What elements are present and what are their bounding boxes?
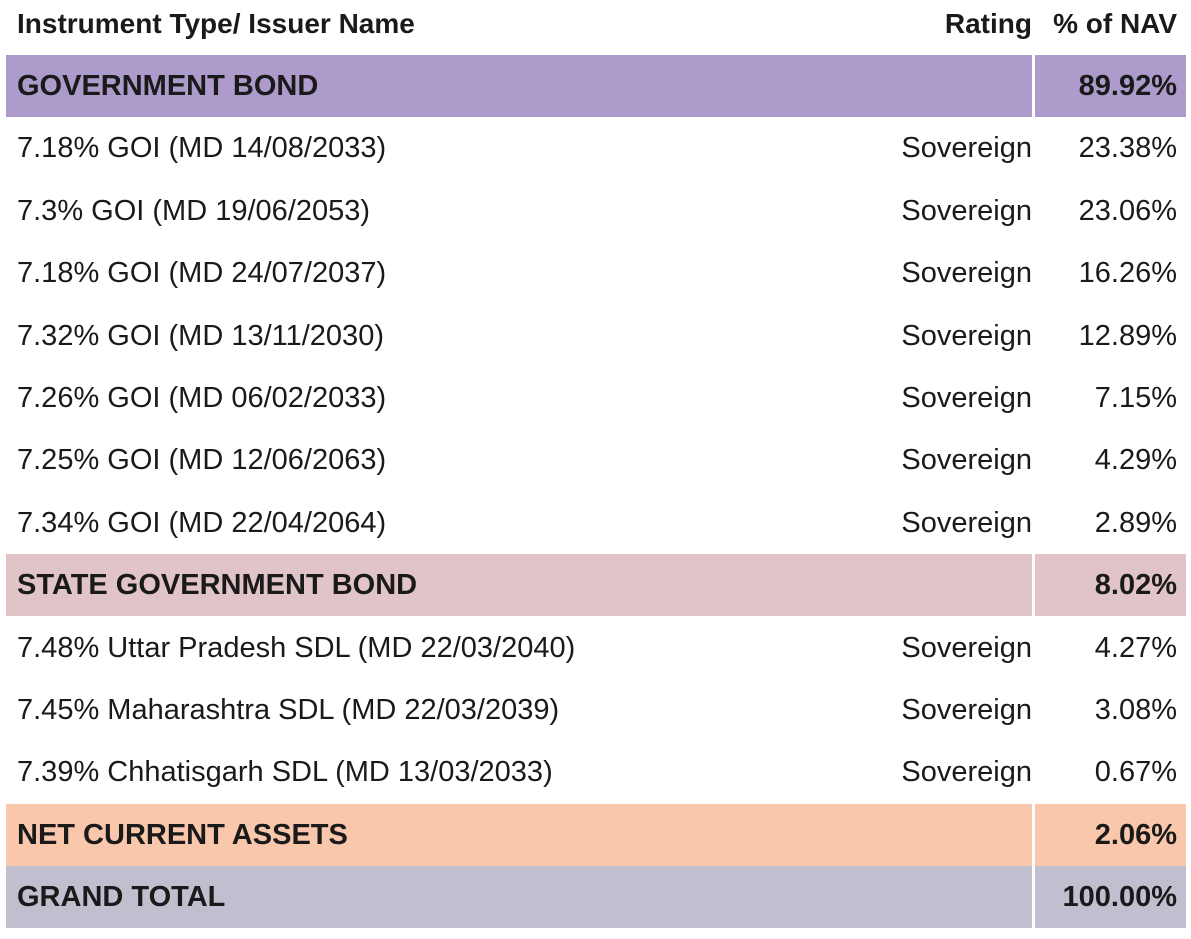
category-row-label: STATE GOVERNMENT BOND <box>6 554 1032 616</box>
nav-cell: 23.06% <box>1078 194 1177 227</box>
instrument-name: 7.18% GOI (MD 14/08/2033) <box>17 131 387 164</box>
nav-cell: 4.27% <box>1094 631 1177 664</box>
instrument-name: 7.34% GOI (MD 22/04/2064) <box>17 506 387 539</box>
instrument-name: 7.39% Chhatisgarh SDL (MD 13/03/2033) <box>17 755 553 788</box>
table-row: 7.48% Uttar Pradesh SDL (MD 22/03/2040) S… <box>6 617 1186 679</box>
net-current-assets-row: NET CURRENT ASSETS 2.06% <box>6 804 1186 866</box>
rating-cell: Sovereign <box>901 443 1032 476</box>
rating-cell: Sovereign <box>901 256 1032 289</box>
instrument-name: 7.32% GOI (MD 13/11/2030) <box>17 319 384 352</box>
instrument-name: 7.3% GOI (MD 19/06/2053) <box>17 194 370 227</box>
rating-cell: Sovereign <box>901 755 1032 788</box>
category-row: GOVERNMENT BOND 89.92% <box>6 55 1186 117</box>
instrument-name: 7.48% Uttar Pradesh SDL (MD 22/03/2040) <box>17 631 576 664</box>
nav-cell: 12.89% <box>1078 319 1177 352</box>
table-row: 7.34% GOI (MD 22/04/2064) Sovereign 2.89% <box>6 492 1186 554</box>
table-row: 7.18% GOI (MD 24/07/2037) Sovereign 16.26% <box>6 242 1186 304</box>
nav-cell: 16.26% <box>1078 256 1177 289</box>
grand-total-row-nav: 100.00% <box>1032 866 1186 928</box>
table-row: 7.32% GOI (MD 13/11/2030) Sovereign 12.89% <box>6 305 1186 367</box>
instrument-name: 7.25% GOI (MD 12/06/2063) <box>17 443 387 476</box>
grand-total-row: GRAND TOTAL 100.00% <box>6 866 1186 928</box>
table-row: 7.3% GOI (MD 19/06/2053) Sovereign 23.06% <box>6 180 1186 242</box>
rating-cell: Sovereign <box>901 381 1032 414</box>
nav-cell: 3.08% <box>1094 693 1177 726</box>
rating-cell: Sovereign <box>901 506 1032 539</box>
rating-cell: Sovereign <box>901 131 1032 164</box>
grand-total-row-label: GRAND TOTAL <box>6 866 1032 928</box>
category-row-nav: 8.02% <box>1032 554 1186 616</box>
rating-cell: Sovereign <box>901 631 1032 664</box>
nav-cell: 0.67% <box>1094 755 1177 788</box>
nav-cell: 2.89% <box>1094 506 1177 539</box>
table-row: 7.18% GOI (MD 14/08/2033) Sovereign 23.38% <box>6 117 1186 179</box>
column-header-name: Instrument Type/ Issuer Name <box>17 8 415 39</box>
instrument-name: 7.45% Maharashtra SDL (MD 22/03/2039) <box>17 693 560 726</box>
column-header-nav: % of NAV <box>1053 8 1177 39</box>
table-row: 7.39% Chhatisgarh SDL (MD 13/03/2033) Sov… <box>6 741 1186 803</box>
category-row: STATE GOVERNMENT BOND 8.02% <box>6 554 1186 616</box>
table-row: 7.25% GOI (MD 12/06/2063) Sovereign 4.29% <box>6 429 1186 491</box>
instrument-name: 7.18% GOI (MD 24/07/2037) <box>17 256 387 289</box>
table-header: Instrument Type/ Issuer Name Rating % of… <box>6 0 1186 48</box>
column-header-rating: Rating <box>944 8 1032 39</box>
net-current-assets-row-nav: 2.06% <box>1032 804 1186 866</box>
rating-cell: Sovereign <box>901 194 1032 227</box>
table-row: 7.45% Maharashtra SDL (MD 22/03/2039) Sov… <box>6 679 1186 741</box>
category-row-label: GOVERNMENT BOND <box>6 55 1032 117</box>
nav-cell: 23.38% <box>1078 131 1177 164</box>
table-row: 7.26% GOI (MD 06/02/2033) Sovereign 7.15% <box>6 367 1186 429</box>
rating-cell: Sovereign <box>901 693 1032 726</box>
rating-cell: Sovereign <box>901 319 1032 352</box>
instrument-name: 7.26% GOI (MD 06/02/2033) <box>17 381 387 414</box>
nav-cell: 7.15% <box>1094 381 1177 414</box>
category-row-nav: 89.92% <box>1032 55 1186 117</box>
net-current-assets-row-label: NET CURRENT ASSETS <box>6 804 1032 866</box>
nav-cell: 4.29% <box>1094 443 1177 476</box>
